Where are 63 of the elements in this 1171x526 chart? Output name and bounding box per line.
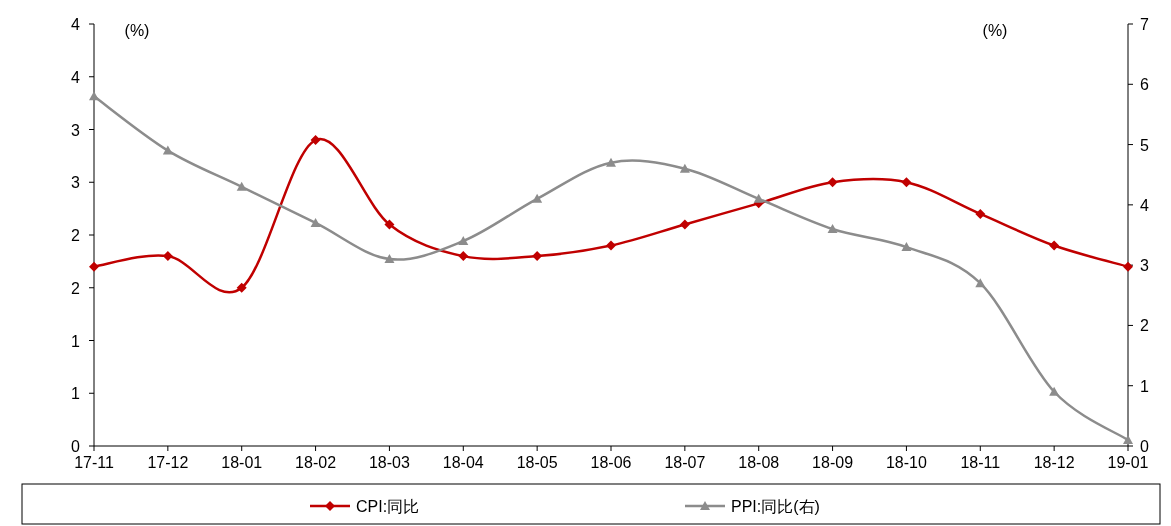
x-tick-label: 17-11 [74, 454, 114, 471]
y2-tick-label: 4 [1140, 196, 1149, 214]
x-tick-label: 18-01 [221, 454, 263, 471]
y2-tick-label: 5 [1140, 136, 1149, 154]
x-tick-label: 18-04 [442, 454, 484, 471]
legend-label: PPI:同比(右) [731, 498, 820, 515]
point [236, 282, 247, 293]
y-tick-label: 3 [71, 121, 81, 139]
x-tick-label: 18-06 [590, 454, 632, 471]
point [679, 219, 690, 230]
point [606, 240, 616, 251]
x-tick-label: 18-09 [812, 454, 854, 471]
point [532, 251, 543, 262]
y-tick-label: 4 [71, 16, 81, 33]
point [827, 177, 838, 188]
point [827, 223, 838, 233]
point [162, 145, 173, 155]
y2-tick-label: 6 [1140, 76, 1149, 94]
point [975, 208, 986, 219]
y-tick-label: 3 [71, 174, 81, 192]
point [975, 278, 986, 288]
y2-tick-label: 2 [1140, 317, 1149, 335]
y-tick-label: 1 [71, 332, 81, 350]
point [1123, 261, 1133, 272]
x-tick-label: 17-12 [147, 454, 189, 471]
y2-tick-label: 3 [1140, 257, 1149, 275]
point [458, 251, 469, 262]
x-tick-label: 19-01 [1107, 454, 1149, 471]
x-tick-label: 18-12 [1033, 454, 1075, 471]
x-tick-label: 18-10 [885, 454, 927, 471]
point [901, 242, 912, 252]
y-tick-label: 0 [71, 438, 81, 455]
point [1049, 386, 1060, 396]
y-tick-label: 2 [71, 279, 81, 297]
y-axis-title: (%) [124, 22, 150, 39]
y2-axis-title: (%) [982, 22, 1008, 39]
point [89, 91, 99, 101]
point [384, 219, 395, 230]
x-tick-label: 18-08 [738, 454, 780, 471]
point [384, 254, 395, 264]
y-tick-label: 2 [71, 227, 81, 244]
point [458, 236, 469, 246]
point [532, 193, 543, 203]
x-tick-label: 18-11 [960, 454, 1001, 471]
y2-tick-label: 0 [1140, 438, 1149, 455]
legend-label: CPI:同比 [356, 498, 420, 515]
point [753, 193, 764, 203]
point [310, 135, 321, 146]
point [236, 181, 247, 191]
point [1049, 240, 1060, 251]
y-tick-label: 1 [71, 385, 81, 403]
point [679, 163, 690, 173]
x-tick-label: 18-05 [516, 454, 558, 471]
y2-tick-label: 1 [1140, 377, 1149, 395]
x-tick-label: 18-07 [664, 454, 706, 471]
point [89, 261, 99, 272]
point [310, 217, 321, 227]
point [901, 177, 912, 188]
point [606, 157, 616, 167]
y2-tick-label: 7 [1140, 16, 1149, 33]
x-tick-label: 18-02 [295, 454, 337, 471]
x-tick-label: 18-03 [368, 454, 410, 471]
y-tick-label: 4 [71, 68, 81, 86]
